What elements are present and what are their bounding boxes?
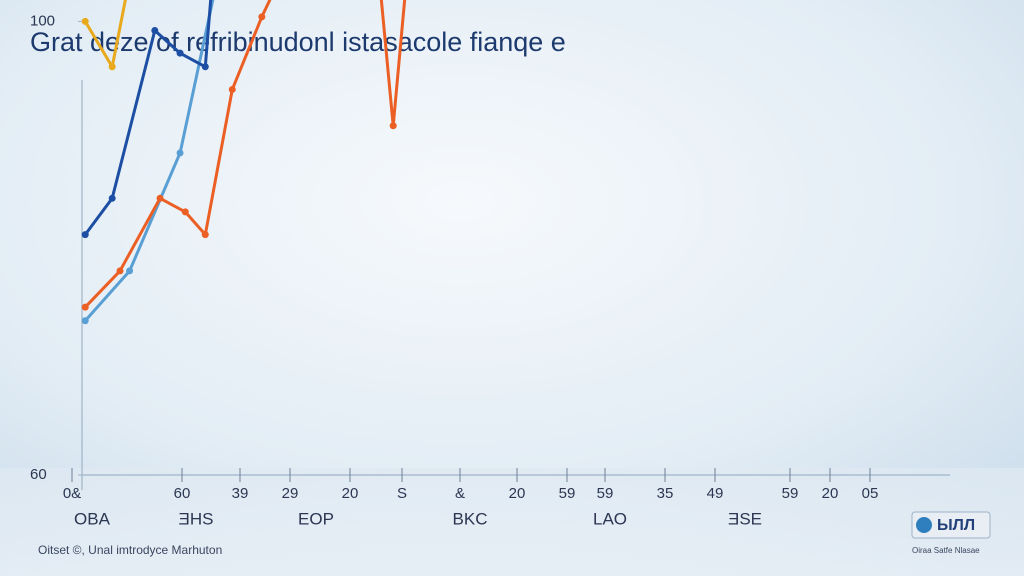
- x-tick-label: 05: [862, 485, 879, 502]
- x-tick-label: 49: [707, 485, 724, 502]
- x-tick-label: S: [397, 485, 407, 502]
- logo-icon: [916, 517, 932, 533]
- x-group-label: ƎSE: [728, 509, 762, 528]
- footer: Oitset ©, Unal imtrodyce Marhuton: [38, 543, 222, 557]
- point: [389, 122, 397, 130]
- x-tick-label: 59: [559, 485, 576, 502]
- point: [81, 317, 89, 325]
- point: [81, 17, 89, 25]
- x-group-label: BKC: [453, 509, 488, 528]
- line: [83, 0, 407, 309]
- point: [201, 63, 209, 71]
- point: [126, 267, 134, 275]
- point: [258, 13, 266, 21]
- x-group-label: LAO: [593, 509, 627, 528]
- point: [108, 194, 116, 202]
- x-tick-label: 60: [174, 485, 191, 502]
- point: [181, 208, 189, 216]
- series: [81, 0, 213, 239]
- y-tick-label: 100: [30, 12, 55, 29]
- point: [81, 303, 89, 311]
- floor: [0, 468, 1024, 576]
- point: [108, 63, 116, 71]
- point: [116, 267, 124, 275]
- x-tick-label: 20: [822, 485, 839, 502]
- point: [156, 194, 164, 202]
- x-tick-label: 35: [657, 485, 674, 502]
- x-tick-label: 29: [282, 485, 299, 502]
- series: [81, 0, 127, 71]
- x-group-label: EOP: [298, 509, 334, 528]
- point: [151, 26, 159, 34]
- x-tick-label: 59: [782, 485, 799, 502]
- point: [228, 85, 236, 93]
- x-tick-label: 0&: [63, 485, 81, 502]
- chart-title: Grat deze of refribinudonl istasacole fi…: [30, 27, 566, 57]
- x-group-label: ƎHS: [179, 509, 214, 528]
- logo-box: [911, 511, 991, 539]
- logo-caption: Oiraa Satfe Nlasae: [912, 546, 980, 555]
- x-tick-label: 39: [232, 485, 249, 502]
- point: [176, 149, 184, 157]
- series: [81, 0, 407, 311]
- y-tick-label: 60: [30, 466, 47, 483]
- x-tick-label: 20: [342, 485, 359, 502]
- x-group-label: OBA: [74, 509, 111, 528]
- point: [81, 231, 89, 239]
- x-tick-label: 59: [597, 485, 614, 502]
- x-tick-label: 20: [509, 485, 526, 502]
- point: [176, 49, 184, 57]
- x-tick-label: &: [455, 485, 465, 502]
- series: [81, 0, 215, 325]
- logo-text: ЫЛЛ: [937, 517, 975, 534]
- point: [201, 231, 209, 239]
